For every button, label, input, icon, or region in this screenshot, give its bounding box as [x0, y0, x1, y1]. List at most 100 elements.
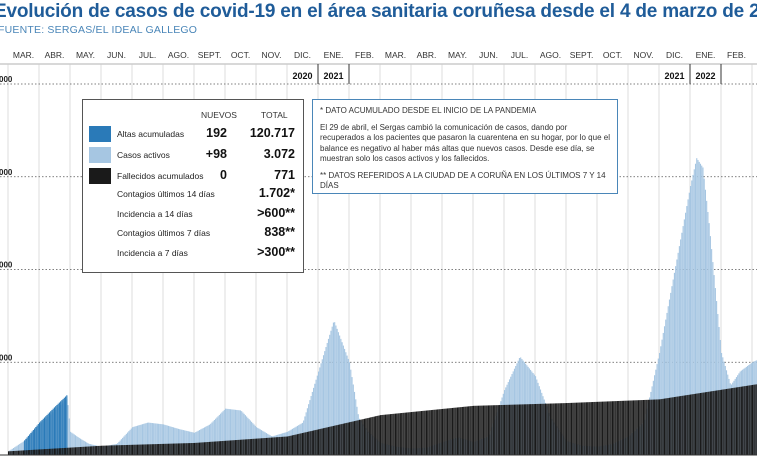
year-label: 2020: [292, 71, 312, 81]
bar-fallecidos-acumulados: [489, 405, 491, 455]
bar-fallecidos-acumulados: [652, 399, 654, 455]
bar-casos-activos: [165, 425, 167, 455]
bar-casos-activos: [668, 299, 671, 455]
bar-fallecidos-acumulados: [82, 446, 84, 455]
bar-casos-activos: [316, 375, 318, 455]
bar-fallecidos-acumulados: [313, 430, 315, 455]
bar-fallecidos-acumulados: [43, 449, 46, 455]
bar-casos-activos: [169, 426, 171, 455]
bar-casos-activos: [306, 408, 308, 455]
bar-fallecidos-acumulados: [471, 405, 473, 455]
bar-casos-activos: [153, 423, 155, 455]
bar-casos-activos: [77, 437, 79, 455]
bar-altas-acumuladas: [52, 408, 54, 455]
bar-fallecidos-acumulados: [103, 445, 105, 455]
legend-row-fallecidos: Fallecidos acumulados 0 771: [83, 168, 303, 185]
bar-fallecidos-acumulados: [73, 447, 75, 455]
bar-fallecidos-acumulados: [299, 433, 301, 455]
bar-fallecidos-acumulados: [635, 400, 637, 455]
bar-casos-activos: [350, 369, 352, 455]
legend-label-altas: Altas acumuladas: [117, 129, 185, 139]
bar-casos-activos: [697, 160, 699, 455]
bar-casos-activos: [688, 192, 690, 455]
bar-casos-activos: [16, 445, 18, 455]
bar-fallecidos-acumulados: [169, 443, 171, 455]
bar-casos-activos: [326, 342, 328, 455]
bar-fallecidos-acumulados: [305, 432, 307, 455]
bar-fallecidos-acumulados: [275, 437, 277, 455]
bar-fallecidos-acumulados: [264, 438, 266, 455]
bar-fallecidos-acumulados: [439, 409, 441, 455]
bar-casos-activos: [704, 189, 706, 456]
legend-total-fallecidos: 771: [274, 168, 295, 182]
bar-fallecidos-acumulados: [25, 450, 27, 455]
bar-fallecidos-acumulados: [345, 423, 347, 455]
bar-fallecidos-acumulados: [507, 404, 509, 455]
bar-casos-activos: [330, 330, 332, 455]
bar-fallecidos-acumulados: [673, 397, 675, 455]
bar-fallecidos-acumulados: [422, 410, 424, 455]
bar-fallecidos-acumulados: [72, 447, 74, 455]
bar-fallecidos-acumulados: [730, 388, 733, 455]
bar-fallecidos-acumulados: [207, 441, 209, 455]
bar-casos-activos: [313, 387, 315, 455]
bar-casos-activos: [670, 292, 672, 455]
bar-fallecidos-acumulados: [210, 441, 212, 455]
bar-casos-activos: [334, 322, 336, 455]
bar-fallecidos-acumulados: [634, 400, 636, 455]
bar-fallecidos-acumulados: [450, 408, 452, 455]
bar-casos-activos: [676, 259, 678, 455]
bar-fallecidos-acumulados: [520, 404, 522, 455]
bar-fallecidos-acumulados: [568, 402, 570, 455]
bar-fallecidos-acumulados: [414, 411, 416, 455]
bar-fallecidos-acumulados: [291, 435, 294, 455]
bar-fallecidos-acumulados: [661, 398, 663, 455]
bar-fallecidos-acumulados: [667, 398, 669, 455]
bar-casos-activos: [682, 226, 684, 455]
bar-fallecidos-acumulados: [77, 447, 79, 455]
bar-fallecidos-acumulados: [296, 434, 299, 455]
bar-altas-acumuladas: [35, 426, 37, 455]
bar-fallecidos-acumulados: [553, 403, 555, 455]
legend-row-activos: Casos activos +98 3.072: [83, 147, 303, 164]
bar-fallecidos-acumulados: [532, 404, 534, 455]
bar-fallecidos-acumulados: [608, 401, 610, 455]
bar-fallecidos-acumulados: [728, 388, 730, 455]
bar-casos-activos: [337, 332, 339, 455]
month-label: JUL.: [511, 50, 528, 60]
bar-fallecidos-acumulados: [455, 407, 457, 455]
bar-altas-acumuladas: [65, 396, 67, 455]
bar-casos-activos: [155, 423, 157, 455]
bar-fallecidos-acumulados: [651, 399, 653, 455]
bar-fallecidos-acumulados: [616, 401, 618, 455]
bar-casos-activos: [713, 275, 715, 455]
bar-fallecidos-acumulados: [256, 438, 258, 455]
bar-fallecidos-acumulados: [132, 444, 134, 455]
stat-label-incidencia-14: Incidencia a 14 días: [117, 209, 193, 219]
bar-casos-activos: [672, 279, 674, 455]
bar-fallecidos-acumulados: [549, 403, 551, 455]
bar-altas-acumuladas: [26, 437, 28, 455]
bar-altas-acumuladas: [60, 401, 62, 455]
bar-fallecidos-acumulados: [497, 405, 499, 455]
bar-fallecidos-acumulados: [175, 443, 177, 455]
bar-fallecidos-acumulados: [580, 402, 582, 455]
bar-casos-activos: [226, 408, 228, 455]
bar-fallecidos-acumulados: [265, 437, 268, 455]
stat-value-incidencia-7: >300**: [257, 245, 295, 259]
bar-fallecidos-acumulados: [203, 442, 206, 455]
bar-fallecidos-acumulados: [342, 423, 344, 455]
bar-fallecidos-acumulados: [473, 405, 475, 455]
bar-altas-acumuladas: [55, 406, 57, 455]
bar-fallecidos-acumulados: [659, 399, 661, 455]
bar-fallecidos-acumulados: [335, 425, 337, 455]
bar-fallecidos-acumulados: [241, 439, 243, 455]
stat-row-contagios-7: Contagios últimos 7 días 838**: [83, 225, 303, 242]
bar-fallecidos-acumulados: [24, 450, 26, 455]
bar-fallecidos-acumulados: [561, 403, 563, 455]
bar-fallecidos-acumulados: [110, 445, 113, 455]
bar-fallecidos-acumulados: [150, 444, 152, 455]
bar-fallecidos-acumulados: [146, 444, 148, 455]
bar-fallecidos-acumulados: [511, 404, 513, 455]
bar-fallecidos-acumulados: [517, 404, 519, 455]
